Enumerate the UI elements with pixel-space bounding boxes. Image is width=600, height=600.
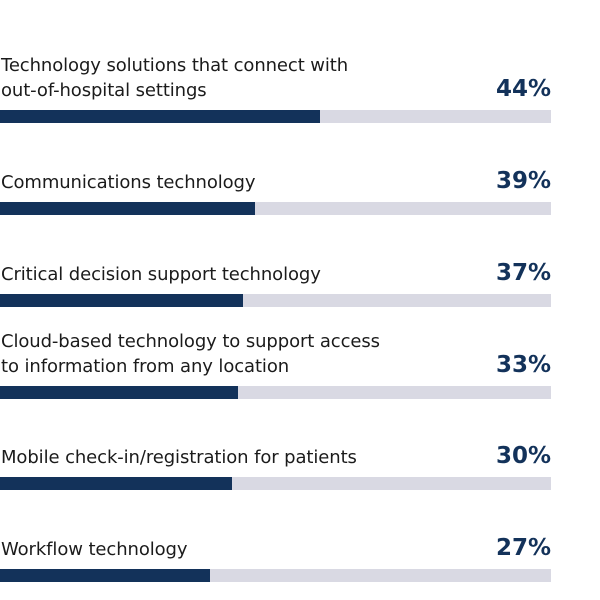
row-label-line1: Critical decision support technology <box>1 264 321 285</box>
chart-row: Workflow technology 27% <box>0 517 552 582</box>
row-label-line1: Cloud-based technology to support access <box>1 331 380 352</box>
bar-fill <box>0 294 243 307</box>
bar-fill <box>0 110 320 123</box>
row-label: Communications technology <box>1 170 441 195</box>
row-label-line1: Workflow technology <box>1 539 188 560</box>
row-value: 27% <box>495 535 551 561</box>
bar-track <box>0 477 551 490</box>
bar-track <box>0 110 551 123</box>
chart-row: Cloud-based technology to support access… <box>0 315 552 399</box>
chart-row: Technology solutions that connect with o… <box>0 40 552 123</box>
chart-row: Communications technology 39% <box>0 150 552 215</box>
chart-row: Critical decision support technology 37% <box>0 242 552 307</box>
row-label: Critical decision support technology <box>1 262 441 287</box>
row-label-line1: Communications technology <box>1 172 256 193</box>
bar-fill <box>0 477 232 490</box>
row-label: Workflow technology <box>1 537 441 562</box>
row-value: 39% <box>495 168 551 194</box>
row-label: Cloud-based technology to support access… <box>1 329 441 379</box>
row-label: Mobile check-in/registration for patient… <box>1 445 441 470</box>
row-value: 30% <box>495 443 551 469</box>
bar-fill <box>0 386 238 399</box>
row-label-line1: Technology solutions that connect with <box>1 55 349 76</box>
row-label-line1: Mobile check-in/registration for patient… <box>1 447 357 468</box>
row-value: 44% <box>495 76 551 102</box>
row-value: 33% <box>495 352 551 378</box>
row-value: 37% <box>495 260 551 286</box>
bar-track <box>0 569 551 582</box>
row-label-line2: to information from any location <box>1 356 290 377</box>
row-label-line2: out-of-hospital settings <box>1 80 207 101</box>
bar-track <box>0 294 551 307</box>
bar-track <box>0 386 551 399</box>
bar-fill <box>0 569 210 582</box>
chart-row: Mobile check-in/registration for patient… <box>0 425 552 490</box>
row-label: Technology solutions that connect with o… <box>1 53 441 103</box>
bar-fill <box>0 202 255 215</box>
bar-track <box>0 202 551 215</box>
